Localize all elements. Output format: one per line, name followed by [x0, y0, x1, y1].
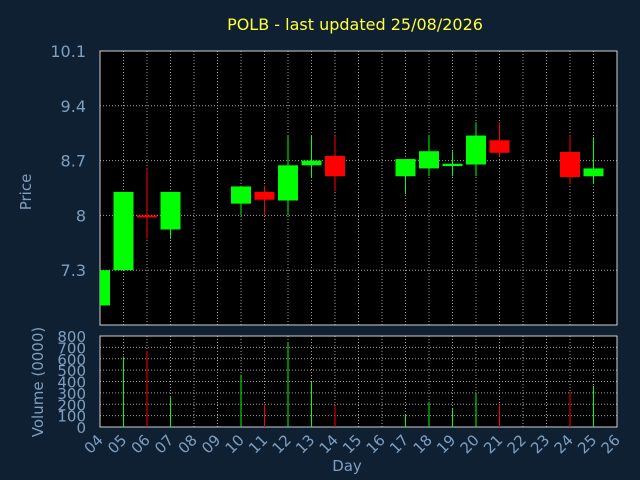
candle-body — [466, 135, 486, 165]
candle-body — [442, 163, 463, 167]
volume-tick-label: 200 — [57, 396, 86, 414]
price-tick-label: 8 — [76, 206, 86, 225]
volume-tick-label: 500 — [57, 362, 86, 380]
candle-body — [583, 168, 604, 177]
candles-group — [100, 122, 604, 306]
price-plot-border — [99, 50, 618, 326]
candle-body — [301, 160, 322, 166]
candle-body — [100, 270, 110, 306]
price-tick-label: 10.1 — [50, 42, 86, 61]
candle-body — [160, 191, 181, 230]
candle-body — [325, 155, 345, 177]
price-tick-label: 9.4 — [61, 97, 86, 116]
candle-body — [231, 186, 251, 204]
price-tick-label: 7.3 — [61, 261, 86, 280]
candle-body — [278, 165, 298, 201]
volume-tick-label: 400 — [57, 374, 86, 392]
volume-tick-label: 100 — [57, 408, 86, 426]
price-plot-area — [100, 51, 617, 325]
chart-title: POLB - last updated 25/08/2026 — [227, 15, 483, 34]
candle-body — [419, 151, 439, 169]
candle-body — [489, 140, 510, 153]
volume-plot-border — [99, 335, 618, 428]
volume-tick-label: 600 — [57, 351, 86, 369]
candle-body — [137, 215, 157, 218]
price-axis-label: Price — [17, 174, 35, 211]
volume-tick-label: 0 — [76, 419, 86, 437]
volume-axis-label: Volume (0000) — [29, 327, 47, 437]
x-axis-label: Day — [332, 457, 362, 475]
volume-tick-label: 700 — [57, 339, 86, 357]
candle-body — [254, 191, 275, 200]
candle-body — [113, 191, 134, 271]
price-tick-label: 8.7 — [61, 152, 86, 171]
candle-body — [560, 151, 580, 178]
candle-body — [395, 159, 416, 177]
volume-tick-label: 800 — [57, 328, 86, 346]
volume-tick-label: 300 — [57, 385, 86, 403]
